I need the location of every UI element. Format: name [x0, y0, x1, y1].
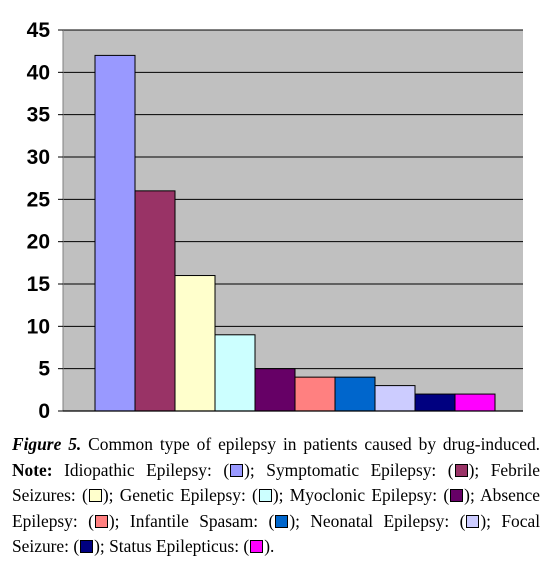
axes — [62, 30, 523, 412]
caption-text: Common type of epilepsy in patients caus… — [88, 434, 540, 454]
legend-entry-label: Febrile Seizures: — [12, 459, 541, 506]
figure-caption: Figure 5. Common type of epilepsy in pat… — [12, 432, 540, 560]
y-tick-label: 25 — [27, 188, 51, 211]
legend-swatch — [450, 489, 464, 502]
bar-symptomatic-epilepsy — [134, 190, 176, 412]
legend-swatch — [275, 514, 289, 528]
legend-entry-label: Infantile Spasam: — [129, 510, 259, 531]
legend-swatch — [80, 540, 94, 553]
legend-swatch — [466, 514, 480, 528]
legend-swatch — [230, 463, 244, 477]
legend-entry-label: Genetic Epilepsy: — [119, 485, 246, 505]
legend-entry-label: Idiopathic Epilepsy: — [64, 459, 212, 480]
y-ticks: 0 5 10 15 20 25 30 35 40 45 — [27, 19, 63, 423]
bar-idiopathic-epilepsy — [94, 54, 136, 412]
legend-swatch — [94, 514, 108, 528]
bar-absence-epilepsy — [294, 376, 336, 412]
y-tick-label: 30 — [27, 146, 50, 169]
y-tick-label: 20 — [27, 231, 50, 254]
bar-focal-seizure — [414, 393, 456, 412]
legend-swatch — [250, 540, 264, 553]
legend-entry-label: Myoclonic Epilepsy: — [289, 485, 438, 505]
bar-febrile-seizures — [174, 275, 216, 412]
y-tick-label: 10 — [27, 315, 50, 338]
note-label: Note: — [12, 459, 53, 480]
legend-swatch — [88, 489, 102, 502]
caption-legend: Idiopathic Epilepsy: (); Symptomatic Epi… — [12, 459, 541, 557]
legend-swatch — [454, 463, 468, 477]
y-tick-label: 15 — [27, 273, 51, 296]
legend-entry-label: Absence Epilepsy: — [12, 485, 540, 531]
y-tick-label: 45 — [27, 19, 51, 42]
y-tick-label: 5 — [38, 358, 50, 381]
bar-chart: 0 5 10 15 20 25 30 35 40 45 — [27, 19, 523, 423]
bars — [94, 54, 496, 412]
y-tick-label: 0 — [38, 400, 50, 423]
bar-genetic-epilepsy — [214, 334, 256, 412]
bar-infantile-spasam — [334, 376, 376, 412]
legend-entry-label: Neonatal Epilepsy: — [310, 510, 450, 531]
y-tick-label: 35 — [27, 104, 51, 127]
legend-entry-label: Symptomatic Epilepsy: — [266, 459, 437, 480]
y-tick-label: 40 — [27, 61, 50, 84]
bar-status-epilepticus — [454, 393, 496, 412]
bar-myoclonic-epilepsy — [254, 368, 296, 412]
figure-label: Figure 5. — [12, 434, 82, 454]
legend-swatch — [258, 489, 272, 502]
legend-entry-label: Status Epilepticus: — [109, 536, 240, 556]
legend-entry-label: Focal Seizure: — [12, 510, 541, 557]
bar-neonatal-epilepsy — [374, 385, 416, 412]
